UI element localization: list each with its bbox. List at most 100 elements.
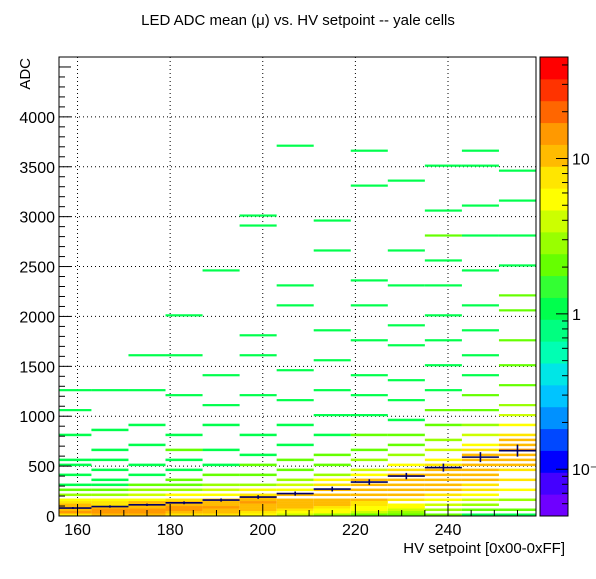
heatmap-cell [128, 488, 166, 492]
heatmap-cell [128, 493, 166, 497]
heatmap-cell [461, 498, 499, 502]
heatmap-cell [350, 374, 388, 377]
heatmap-cell [239, 511, 277, 514]
heatmap-cell [461, 478, 499, 482]
heatmap-cell [239, 483, 277, 487]
heatmap-cell [424, 209, 462, 212]
heatmap-cell [202, 493, 240, 497]
heatmap-cell [313, 389, 351, 392]
heatmap-cell [165, 488, 203, 492]
heatmap-cell [461, 433, 499, 437]
heatmap-cell [276, 423, 314, 427]
heatmap-cell [202, 508, 240, 512]
heatmap-cell [387, 284, 425, 287]
heatmap-cell [91, 428, 129, 432]
y-tick-label: 0 [46, 509, 55, 526]
heatmap-cell [424, 234, 462, 237]
heatmap-cell [424, 364, 462, 367]
heatmap-cell [276, 483, 314, 487]
heatmap-cell [387, 453, 425, 457]
heatmap-cell [461, 149, 499, 152]
heatmap-cell [461, 423, 499, 427]
heatmap-cell [387, 478, 425, 482]
heatmap-cell [387, 379, 425, 382]
heatmap-cell [91, 478, 129, 482]
heatmap-cell [424, 458, 462, 462]
heatmap-cell [461, 409, 499, 412]
heatmap-cell [461, 503, 499, 507]
colorbar-tick-label: 1 [572, 307, 581, 324]
heatmap-cell [313, 508, 351, 512]
heatmap-cell [461, 448, 499, 452]
heatmap-cell [59, 508, 92, 512]
heatmap-cell [165, 493, 203, 497]
heatmap-cell [276, 488, 314, 492]
heatmap-cell [276, 369, 314, 372]
heatmap-cell [350, 448, 388, 452]
heatmap-cell [59, 488, 92, 492]
heatmap-cell [350, 304, 388, 307]
heatmap-cell [239, 394, 277, 397]
heatmap-cell [239, 354, 277, 357]
y-tick-label: 1000 [19, 409, 55, 426]
heatmap-cell [165, 448, 203, 452]
heatmap-cell [59, 389, 92, 392]
heatmap-cell [276, 399, 314, 402]
colorbar-segment [540, 363, 568, 386]
heatmap-cell [424, 483, 462, 487]
heatmap-cell [128, 508, 166, 512]
colorbar-segment [540, 231, 568, 255]
heatmap-cell [350, 184, 388, 187]
heatmap-cell [165, 513, 203, 516]
heatmap-cell [202, 448, 240, 452]
heatmap-cell [461, 468, 499, 472]
heatmap-cell [59, 493, 92, 497]
heatmap-cell [91, 483, 129, 487]
heatmap-cell [387, 483, 425, 487]
heatmap-cell [239, 463, 277, 467]
heatmap-cell [498, 384, 536, 387]
heatmap-cell [128, 423, 166, 427]
heatmap-cell [387, 324, 425, 327]
heatmap-cell [350, 473, 388, 477]
heatmap-cell [313, 249, 351, 252]
heatmap-cell [387, 511, 425, 514]
heatmap-cell [59, 463, 92, 467]
y-tick-label: 2000 [19, 309, 55, 326]
heatmap-cell [202, 503, 240, 507]
heatmap-cell [387, 506, 425, 509]
heatmap-cell [350, 503, 388, 507]
colorbar-segment [540, 406, 568, 430]
colorbar-segment [540, 428, 568, 451]
heatmap-cell [202, 501, 240, 504]
x-axis-label: HV setpoint [0x00-0xFF] [403, 540, 565, 557]
y-tick-label: 3500 [19, 160, 55, 177]
heatmap-cell [276, 508, 314, 512]
heatmap-cell [350, 468, 388, 472]
heatmap-cell [387, 503, 425, 507]
heatmap-cell [350, 458, 388, 462]
heatmap-cell [165, 503, 203, 507]
heatmap-cell [350, 433, 388, 437]
heatmap-cell [239, 503, 277, 507]
heatmap-cell [202, 511, 240, 514]
heatmap-cell [387, 463, 425, 467]
y-tick-label: 3000 [19, 210, 55, 227]
heatmap-cell [239, 488, 277, 492]
colorbar-segment [540, 188, 568, 211]
heatmap-cell [461, 513, 499, 516]
heatmap-cell [128, 473, 166, 477]
heatmap-cell [313, 501, 351, 504]
heatmap-cell [239, 493, 277, 497]
heatmap-cell [239, 334, 277, 337]
heatmap-cell [313, 433, 351, 437]
heatmap-cell [239, 473, 277, 477]
heatmap-cell [387, 433, 425, 437]
heatmap-cell [387, 344, 425, 347]
grid-lines [59, 57, 536, 517]
heatmap-cell [165, 458, 203, 462]
heatmap-cell [498, 458, 536, 462]
heatmap-cell [350, 488, 388, 492]
